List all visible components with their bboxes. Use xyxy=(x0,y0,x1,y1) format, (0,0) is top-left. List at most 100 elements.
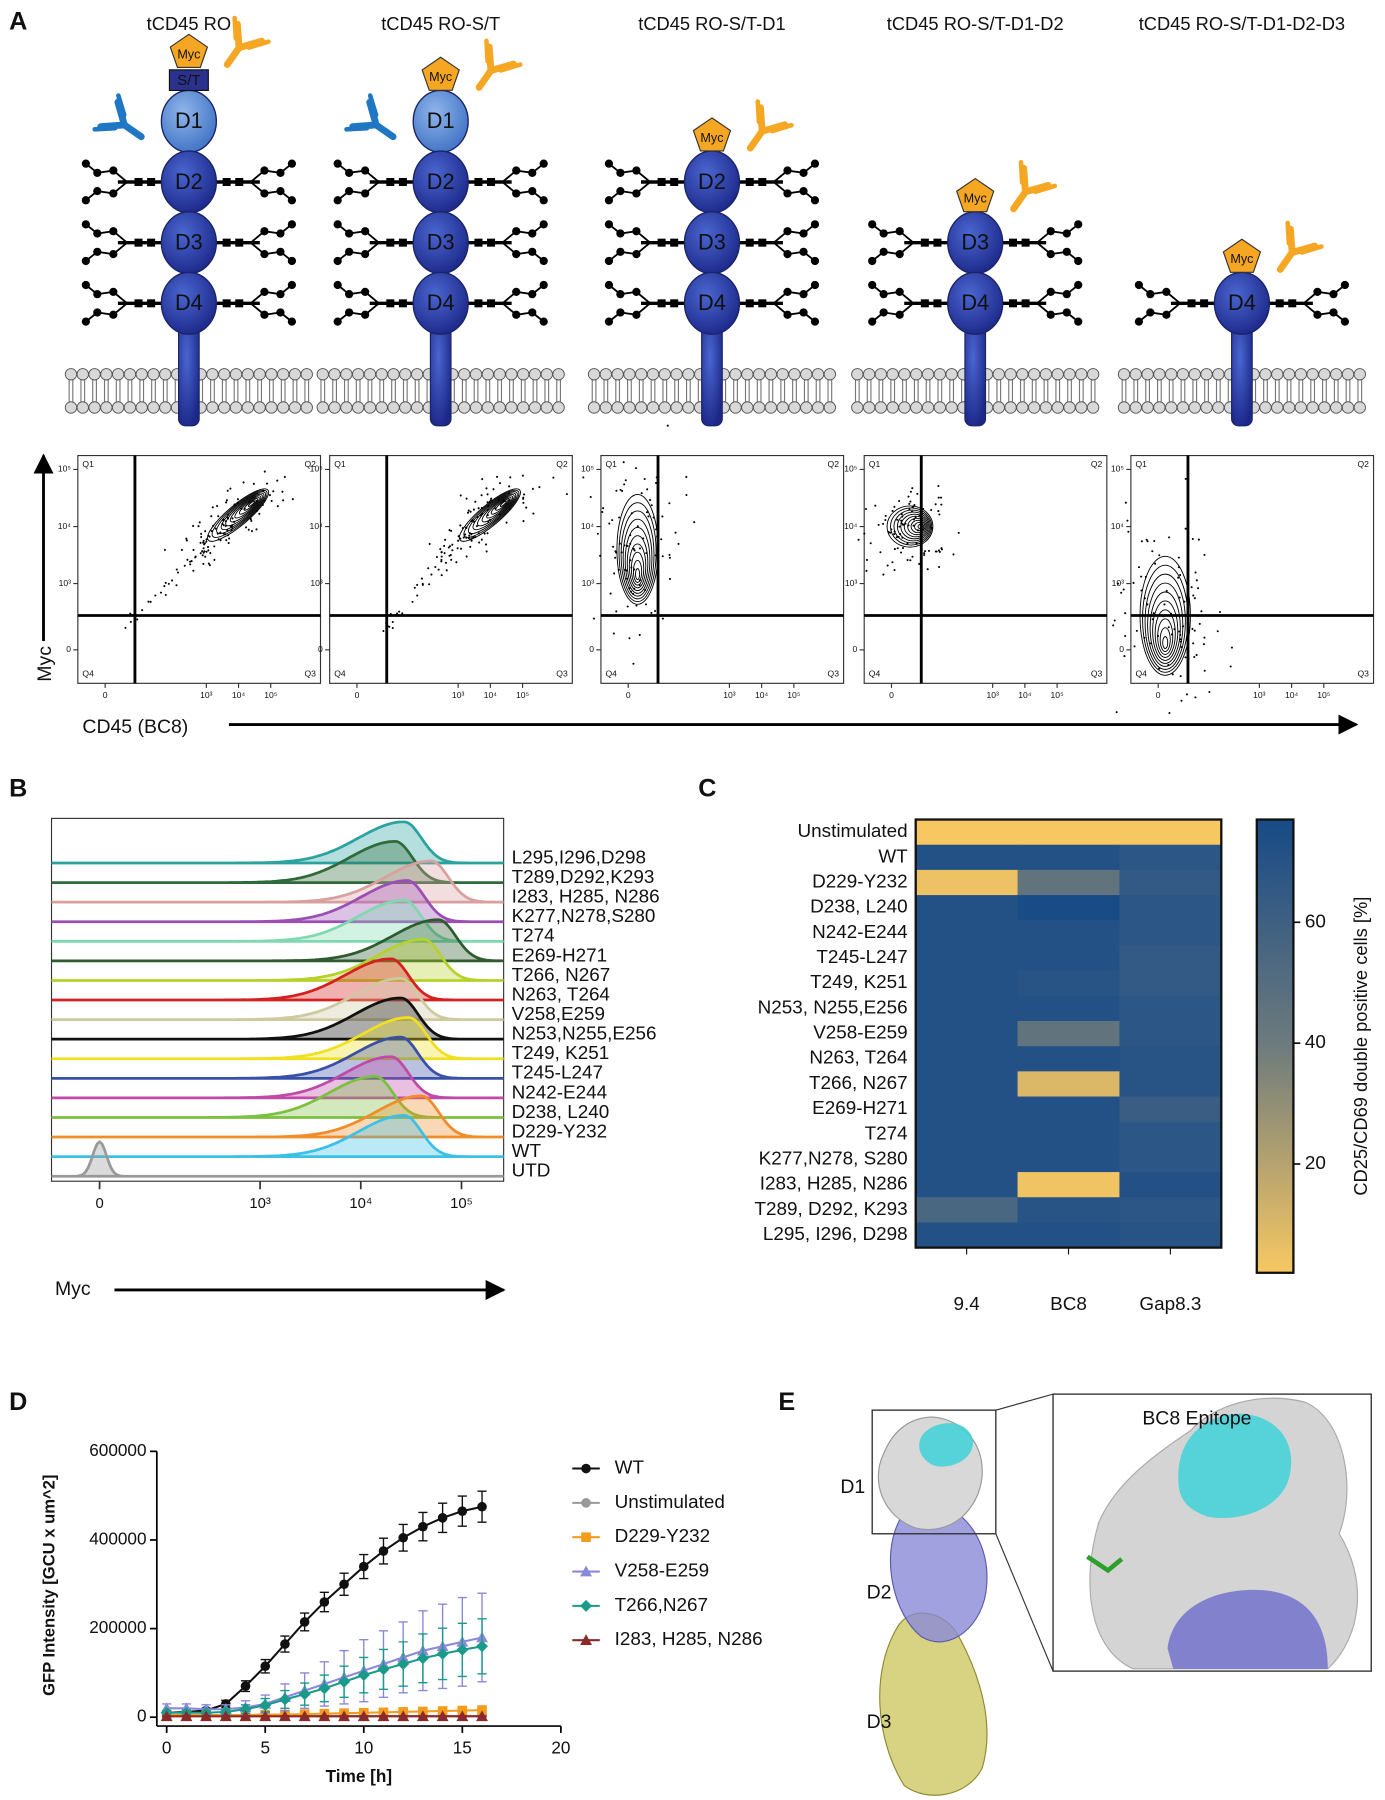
x-tick-label: 10⁵ xyxy=(450,1196,473,1212)
lipid-head xyxy=(623,401,636,414)
glycan-square xyxy=(147,177,156,186)
tag-label: Myc xyxy=(1230,252,1253,266)
marker xyxy=(160,1710,173,1722)
glycan-branch xyxy=(250,162,293,183)
event-dot xyxy=(207,562,210,565)
event-dot xyxy=(898,499,901,503)
antibody-chain xyxy=(233,20,243,52)
lipid-head xyxy=(265,368,278,381)
event-dot xyxy=(486,493,489,496)
glycan-sugar xyxy=(1062,247,1071,256)
lipid-head xyxy=(88,368,101,381)
lipid-head xyxy=(1176,368,1190,381)
lipid-head xyxy=(159,401,172,414)
heat-cell xyxy=(1017,920,1121,947)
series-label: K277,N278,S280 xyxy=(512,906,656,927)
lipid-head xyxy=(1063,368,1076,381)
event-dot xyxy=(918,562,921,565)
tag-label: Myc xyxy=(177,47,200,61)
antibody-icon xyxy=(223,15,271,68)
glycan-branch xyxy=(871,302,914,323)
contour xyxy=(472,492,517,531)
lipid-head xyxy=(253,401,266,414)
event-dot xyxy=(270,499,273,502)
event-dot xyxy=(1152,612,1155,615)
contour xyxy=(216,491,266,535)
event-dot xyxy=(624,479,627,482)
event-dot xyxy=(913,503,916,507)
lipid-head xyxy=(1153,401,1166,414)
flow-plot-frame xyxy=(329,454,573,684)
lipid-head xyxy=(611,401,624,414)
glycan-sugar xyxy=(109,287,118,296)
event-dot xyxy=(661,515,664,518)
event-dot xyxy=(448,529,451,532)
event-dot xyxy=(205,540,208,543)
histogram xyxy=(51,977,504,1021)
lipid-head xyxy=(135,401,148,414)
event-dot xyxy=(1192,642,1195,645)
event-dot xyxy=(938,550,941,553)
lipid-head xyxy=(800,368,813,381)
heat-cell xyxy=(1017,1172,1121,1198)
event-dot xyxy=(633,549,636,552)
lipid-head xyxy=(729,368,742,381)
event-dot xyxy=(1113,619,1116,622)
lipid-head xyxy=(599,401,613,414)
structure-illustration xyxy=(871,1393,1372,1796)
legend-marker xyxy=(581,1498,591,1508)
glycan-sugar xyxy=(333,159,342,168)
event-dot xyxy=(388,625,391,628)
event-dot xyxy=(440,558,443,561)
event-dot xyxy=(923,552,926,555)
event-dot xyxy=(647,515,650,518)
lipid-head xyxy=(375,401,388,414)
series-label: T289,D292,K293 xyxy=(512,867,655,888)
contour-plot xyxy=(163,470,294,588)
event-dot xyxy=(957,531,960,534)
lipid-head xyxy=(1141,368,1154,381)
glycan-sugar xyxy=(260,227,269,236)
contour xyxy=(893,509,932,544)
glycan-sugar xyxy=(287,280,297,290)
event-dot xyxy=(224,533,227,536)
antibody-chain xyxy=(120,121,145,141)
glycan-sugar xyxy=(260,249,269,259)
glycan-sugar xyxy=(1162,287,1171,296)
event-dot xyxy=(660,538,663,541)
quadrant-label: Q1 xyxy=(1135,459,1147,469)
y-tick-label: 0 xyxy=(318,644,323,654)
antibody-chain xyxy=(235,37,266,52)
event-dot xyxy=(478,541,481,544)
event-dot xyxy=(242,481,245,484)
zoom-box xyxy=(871,1409,997,1535)
lipid-head xyxy=(123,368,137,381)
event-dot xyxy=(480,538,483,541)
event-dot xyxy=(470,533,473,536)
event-dot xyxy=(1193,597,1196,600)
event-dot xyxy=(213,545,216,548)
heat-cell xyxy=(1119,844,1222,871)
contour xyxy=(624,526,651,594)
lipid-head xyxy=(764,368,778,381)
glycan-sugar xyxy=(604,317,614,326)
construct-title: tCD45 RO-S/T-D1 xyxy=(638,13,785,34)
legend-marker xyxy=(580,1565,593,1577)
heat-cell xyxy=(1119,869,1222,896)
glycan-square xyxy=(657,177,666,186)
lipid-head xyxy=(540,401,553,414)
heat-cell xyxy=(915,1121,1019,1148)
glycan-sugar xyxy=(361,287,370,296)
event-dot xyxy=(222,532,225,535)
series-label: T274 xyxy=(512,926,555,947)
event-dot xyxy=(930,509,933,512)
glycan-sugar xyxy=(344,247,354,256)
glycan-sugar xyxy=(93,187,102,196)
event-dot xyxy=(1177,556,1180,559)
heat-cell xyxy=(915,970,1019,997)
glycan-sugar xyxy=(632,227,641,236)
lipid-head xyxy=(886,401,899,414)
lipid-head xyxy=(776,368,789,381)
event-dot xyxy=(661,555,664,558)
antibody-chain xyxy=(498,62,523,73)
